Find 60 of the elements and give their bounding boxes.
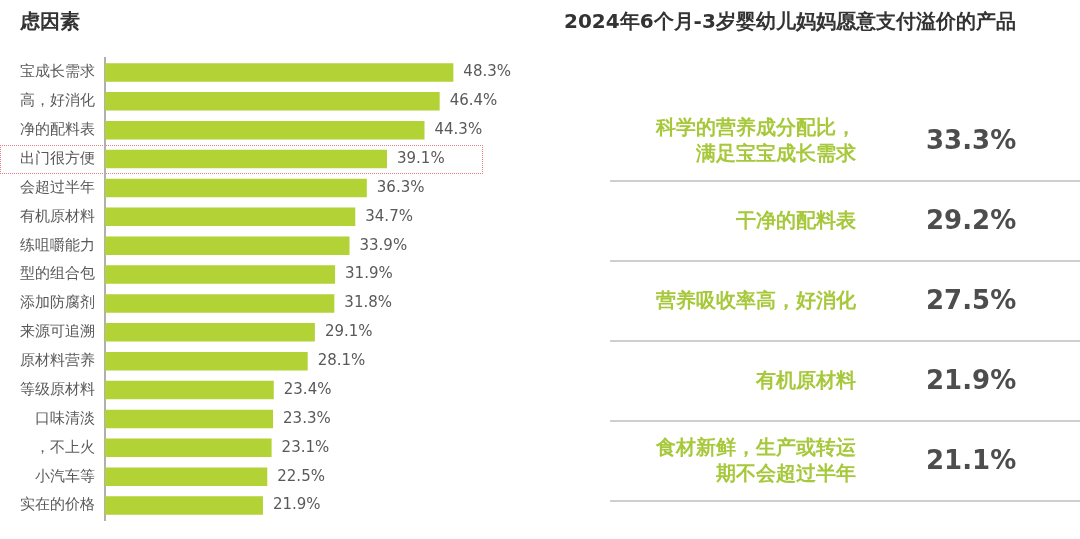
y-tick-label: 原材料营养 bbox=[20, 351, 95, 370]
bar bbox=[105, 236, 350, 255]
text: 2024年6个月-3岁婴幼儿妈妈愿意支付溢价的产品 bbox=[564, 8, 1016, 35]
data-label: 28.1% bbox=[317, 351, 366, 370]
category-label: 营养吸收率高，好消化 bbox=[655, 287, 856, 313]
data-label: 21.9% bbox=[272, 495, 321, 514]
bar bbox=[105, 265, 336, 284]
y-tick-label: 净的配料表 bbox=[20, 120, 95, 139]
data-label: 29.2% bbox=[926, 205, 1017, 235]
bar bbox=[105, 323, 315, 342]
bar bbox=[105, 438, 272, 458]
y-tick-label: 出门很方便 bbox=[20, 148, 95, 167]
bar bbox=[105, 351, 308, 371]
data-label: 29.1% bbox=[324, 322, 373, 341]
data-label: 23.4% bbox=[283, 379, 332, 398]
data-label: 31.8% bbox=[344, 293, 393, 312]
data-label: 21.9% bbox=[926, 365, 1017, 395]
y-tick-label: 会超过半年 bbox=[20, 177, 95, 196]
data-label: 31.9% bbox=[345, 264, 393, 283]
y-tick-label: 口味清淡 bbox=[35, 408, 95, 427]
bar bbox=[105, 63, 454, 82]
data-label: 23.1% bbox=[281, 437, 330, 456]
bar bbox=[105, 178, 367, 198]
data-label: 34.7% bbox=[365, 206, 413, 225]
y-tick-label: 练咀嚼能力 bbox=[20, 235, 95, 254]
bar bbox=[105, 294, 335, 313]
data-label: 44.3% bbox=[434, 120, 483, 139]
bar bbox=[105, 92, 440, 111]
data-label: 27.5% bbox=[926, 285, 1017, 315]
y-tick-label: 有机原材料 bbox=[20, 206, 95, 225]
category-label: 干净的配料表 bbox=[735, 207, 856, 233]
data-label: 48.3% bbox=[463, 62, 512, 81]
bar bbox=[105, 380, 274, 400]
bar bbox=[105, 207, 356, 227]
data-label: 46.4% bbox=[449, 91, 498, 110]
data-label: 23.3% bbox=[283, 408, 331, 427]
bar bbox=[105, 496, 263, 515]
y-tick-label: 等级原材料 bbox=[20, 379, 95, 398]
y-tick-label: 型的组合包 bbox=[20, 264, 95, 283]
data-label: 33.3% bbox=[926, 125, 1017, 155]
category-label: 有机原材料 bbox=[755, 367, 856, 393]
bar bbox=[105, 409, 274, 429]
y-tick-label: 小汽车等 bbox=[35, 466, 95, 485]
y-tick-label: 来源可追溯 bbox=[20, 322, 95, 341]
data-label: 21.1% bbox=[926, 445, 1017, 475]
chart-title: 虑因素 bbox=[20, 8, 80, 35]
bar bbox=[105, 120, 425, 140]
category-label: 食材新鲜，生产或转运期不会超过半年 bbox=[655, 434, 856, 486]
data-label: 39.1% bbox=[397, 148, 445, 167]
data-label: 33.9% bbox=[359, 235, 408, 254]
y-tick-label: 高，好消化 bbox=[20, 91, 95, 110]
data-label: 22.5% bbox=[277, 466, 325, 485]
y-tick-label: 添加防腐剂 bbox=[20, 293, 95, 312]
y-tick-label: ，不上火 bbox=[35, 437, 95, 456]
bar bbox=[105, 149, 388, 169]
y-tick-label: 实在的价格 bbox=[20, 495, 95, 514]
y-tick-label: 宝成长需求 bbox=[20, 62, 95, 81]
data-label: 36.3% bbox=[376, 177, 425, 196]
bar bbox=[105, 467, 268, 486]
category-label: 科学的营养成分配比，满足宝宝成长需求 bbox=[654, 114, 856, 166]
